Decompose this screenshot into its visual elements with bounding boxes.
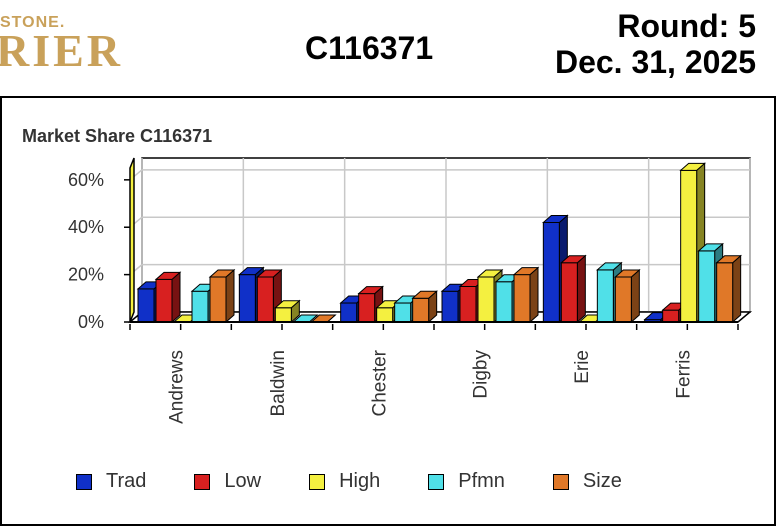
legend-item-trad: Trad: [76, 470, 146, 493]
category-label: Baldwin: [268, 350, 289, 417]
report-header: STONE. RIER C116371 Round: 5 Dec. 31, 20…: [0, 0, 776, 96]
chart-legend: Trad Low High Pfmn Size: [76, 470, 670, 493]
legend-item-high: High: [309, 470, 380, 493]
chart-title: Market Share C116371: [22, 126, 213, 146]
legend-label: High: [339, 470, 381, 492]
legend-swatch: [76, 473, 92, 490]
logo-big-text: RIER: [0, 25, 124, 76]
bar-andrews-low: [154, 271, 182, 324]
date-label: Dec. 31, 2025: [554, 44, 756, 80]
legend-swatch: [309, 473, 326, 490]
legend-item-low: Low: [194, 470, 261, 493]
legend-item-size: Size: [552, 470, 622, 493]
chart-left-wall: [129, 157, 135, 323]
logo-small-text: STONE.: [0, 14, 66, 31]
category-label: Digby: [471, 350, 492, 399]
legend-label: Pfmn: [458, 470, 505, 492]
category-label: Andrews: [167, 350, 188, 424]
category-label: Ferris: [673, 350, 694, 399]
legend-swatch: [194, 473, 211, 490]
bar-digby-size: [512, 266, 540, 324]
bar-ferris-size: [715, 254, 742, 324]
bar-baldwin-high: [274, 299, 301, 324]
round-info: Round: 5 Dec. 31, 2025: [555, 8, 756, 80]
legend-swatch: [428, 473, 445, 490]
bar-baldwin-pfmn: [292, 314, 319, 323]
category-label: Chester: [369, 349, 390, 416]
legend-label: Size: [582, 470, 622, 492]
y-tick-label: 20%: [68, 265, 104, 285]
company-code: C116371: [305, 30, 434, 66]
courier-logo: STONE. RIER: [0, 0, 200, 96]
bar-erie-low: [560, 254, 587, 324]
legend-swatch: [552, 473, 569, 490]
y-tick-label: 40%: [68, 217, 104, 237]
bar-andrews-size: [208, 268, 236, 324]
bar-chester-size: [411, 290, 438, 324]
y-tick-label: 0%: [78, 312, 104, 332]
legend-item-pfmn: Pfmn: [428, 470, 505, 493]
bar-baldwin-low: [256, 268, 283, 324]
legend-label: Low: [224, 470, 262, 492]
y-tick-label: 60%: [68, 170, 104, 190]
legend-label: Trad: [106, 470, 147, 492]
round-label: Round: 5: [617, 8, 756, 44]
category-label: Erie: [572, 350, 593, 384]
bar-erie-size: [614, 268, 641, 324]
